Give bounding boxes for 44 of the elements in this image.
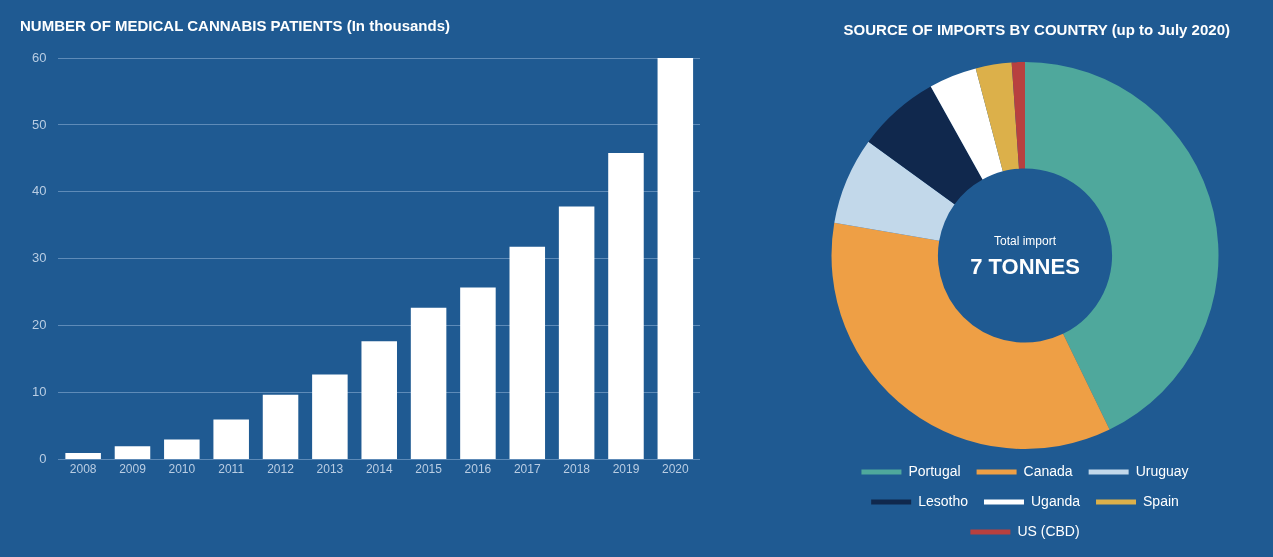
legend-label: US (CBD) — [1017, 522, 1080, 539]
bar — [213, 419, 249, 460]
bar — [410, 307, 447, 460]
x-tick-label: 2018 — [563, 462, 591, 477]
bar — [361, 341, 397, 460]
bar — [558, 206, 595, 460]
y-tick-label: 50 — [31, 116, 47, 132]
y-tick-label: 10 — [31, 384, 47, 400]
bar — [262, 394, 299, 460]
x-tick-label: 2010 — [168, 462, 196, 477]
x-tick-label: 2014 — [365, 462, 393, 477]
y-tick-label: 20 — [31, 317, 47, 333]
x-tick-label: 2012 — [267, 462, 295, 477]
bar — [114, 446, 151, 460]
text: Total import — [993, 233, 1057, 248]
legend-label: Portugal — [908, 462, 961, 479]
chart-title: SOURCE OF IMPORTS BY COUNTRY (up to July 2020) — [843, 21, 1230, 39]
legend-label: Canada — [1023, 462, 1073, 479]
y-tick-label: 0 — [39, 451, 47, 467]
chart-title: NUMBER OF MEDICAL CANNABIS PATIENTS (In thousands) — [20, 17, 450, 35]
x-tick-label: 2008 — [69, 462, 97, 477]
legend-label: Uganda — [1030, 492, 1081, 509]
x-tick-label: 2013 — [316, 462, 344, 477]
x-tick-label: 2016 — [464, 462, 492, 477]
bar — [312, 374, 348, 460]
bar — [657, 58, 694, 460]
x-tick-label: 2019 — [612, 462, 640, 477]
legend-label: Spain — [1143, 492, 1179, 509]
y-tick-label: 40 — [31, 183, 47, 199]
x-tick-label: 2015 — [415, 462, 443, 477]
x-tick-label: 2009 — [119, 462, 147, 477]
legend-label: Uruguay — [1135, 462, 1189, 479]
y-tick-label: 30 — [31, 250, 47, 266]
x-tick-label: 2020 — [661, 462, 689, 477]
bar — [460, 287, 496, 460]
text: 7 TONNES — [970, 253, 1080, 279]
bar — [65, 452, 101, 460]
legend-label: Lesotho — [918, 492, 969, 509]
bar — [164, 439, 200, 460]
y-tick-label: 60 — [31, 49, 47, 65]
x-tick-label: 2017 — [513, 462, 541, 477]
x-tick-label: 2011 — [218, 462, 245, 477]
bar — [509, 246, 546, 460]
bar — [608, 153, 644, 460]
